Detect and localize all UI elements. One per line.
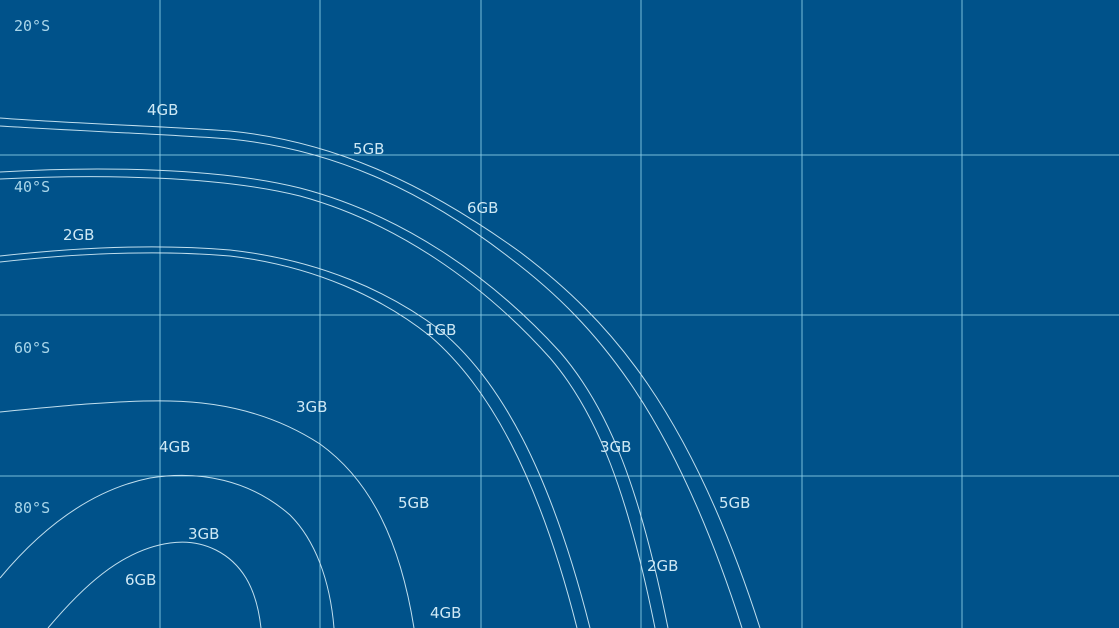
latitude-labels: 20°S 40°S 60°S 80°S: [14, 17, 50, 517]
contour-label: 4GB: [147, 101, 178, 119]
contour-line: [0, 168, 669, 628]
contour-label: 3GB: [296, 398, 327, 416]
contour-line: [0, 400, 415, 628]
contour-label: 4GB: [159, 438, 190, 456]
latitude-label: 20°S: [14, 17, 50, 35]
contour-line: [0, 125, 743, 628]
contour-label: 2GB: [647, 557, 678, 575]
contour-label: 6GB: [467, 199, 498, 217]
contour-labels: 4GB 5GB 6GB 2GB 1GB 3GB 4GB 3GB 5GB 5GB …: [63, 101, 750, 622]
latitude-label: 80°S: [14, 499, 50, 517]
contour-lines: [0, 117, 761, 628]
contour-label: 5GB: [353, 140, 384, 158]
contour-label: 6GB: [125, 571, 156, 589]
contour-label: 2GB: [63, 226, 94, 244]
latitude-label: 40°S: [14, 178, 50, 196]
contour-line: [0, 117, 761, 628]
contour-label: 5GB: [719, 494, 750, 512]
contour-line: [0, 176, 656, 628]
contour-label: 4GB: [430, 604, 461, 622]
contour-label: 3GB: [600, 438, 631, 456]
contour-line: [47, 541, 262, 628]
contour-line: [0, 252, 578, 628]
contour-label: 1GB: [425, 321, 456, 339]
latitude-label: 60°S: [14, 339, 50, 357]
contour-label: 3GB: [188, 525, 219, 543]
contour-label: 5GB: [398, 494, 429, 512]
contour-line: [0, 246, 591, 628]
contour-line: [0, 474, 335, 628]
